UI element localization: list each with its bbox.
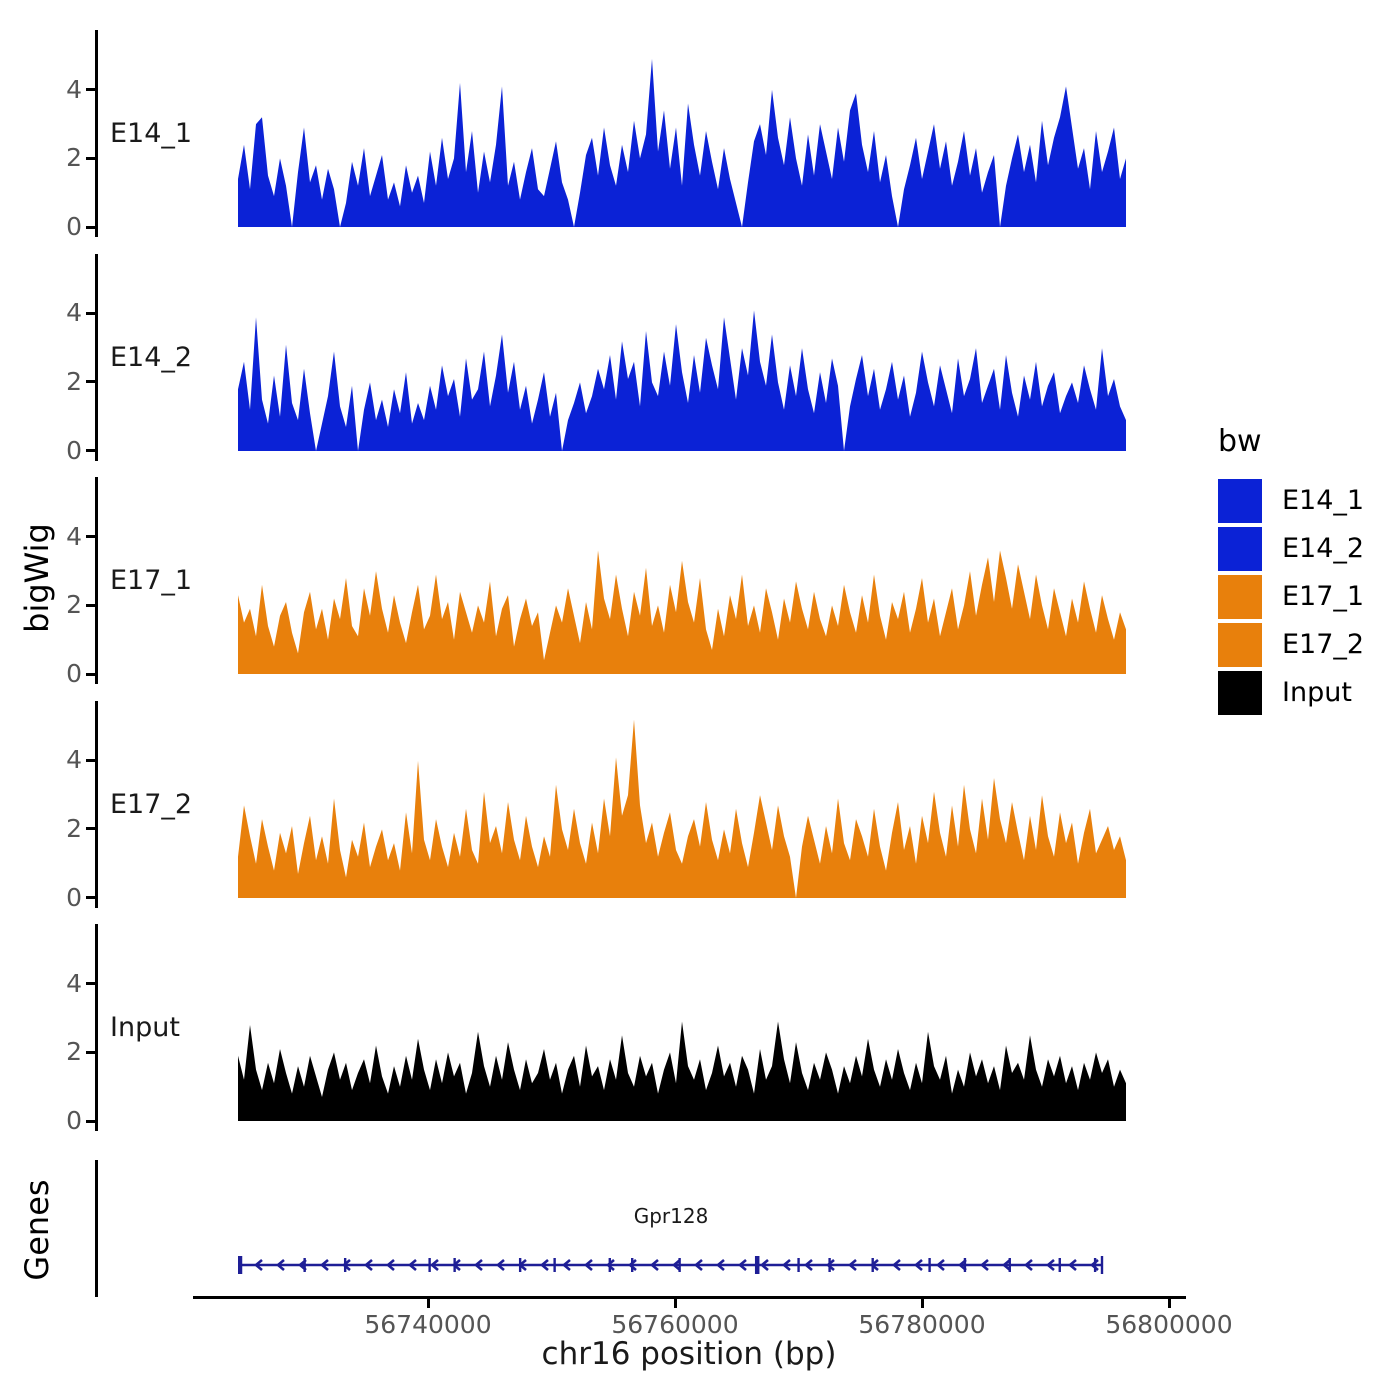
legend-label: E14_2 bbox=[1282, 533, 1365, 564]
y-tick-mark bbox=[86, 225, 95, 229]
legend-key-E14_2 bbox=[1218, 527, 1262, 571]
y-tick-label: 2 bbox=[66, 366, 82, 396]
legend-key-E17_2 bbox=[1218, 623, 1262, 667]
legend-label: E17_2 bbox=[1282, 629, 1365, 660]
y-tick-label: 2 bbox=[66, 1037, 82, 1067]
coverage-track-E17_2 bbox=[238, 719, 1126, 898]
legend-label: E14_1 bbox=[1282, 485, 1365, 516]
genes-axis-title: Genes bbox=[18, 1179, 56, 1281]
track-label: E17_1 bbox=[110, 565, 193, 596]
legend-title: bw bbox=[1218, 424, 1262, 459]
x-tick-mark bbox=[426, 1299, 430, 1308]
track-y-axis-line bbox=[95, 477, 98, 684]
y-tick-label: 0 bbox=[66, 659, 82, 688]
x-tick-mark bbox=[673, 1299, 677, 1308]
y-tick-mark bbox=[86, 156, 95, 160]
y-tick-mark bbox=[86, 758, 95, 762]
x-tick-mark bbox=[920, 1299, 924, 1308]
x-tick-label: 56800000 bbox=[1105, 1310, 1233, 1339]
track-y-axis-line bbox=[95, 253, 98, 461]
legend-label: E17_1 bbox=[1282, 581, 1365, 612]
x-axis-line bbox=[193, 1296, 1186, 1299]
y-tick-label: 0 bbox=[66, 435, 82, 465]
legend-key-E17_1 bbox=[1218, 575, 1262, 619]
legend-key-Input bbox=[1218, 671, 1262, 715]
y-tick-mark bbox=[86, 896, 95, 899]
y-tick-label: 0 bbox=[66, 882, 82, 912]
x-tick-label: 56760000 bbox=[611, 1310, 739, 1339]
track-label: Input bbox=[110, 1012, 180, 1043]
y-tick-label: 2 bbox=[66, 143, 82, 173]
gene-name-label: Gpr128 bbox=[633, 1204, 709, 1228]
y-tick-label: 4 bbox=[66, 298, 82, 328]
y-tick-mark bbox=[86, 982, 95, 986]
y-tick-mark bbox=[86, 311, 95, 315]
track-y-axis-line bbox=[95, 700, 98, 908]
track-label: E14_1 bbox=[110, 118, 193, 149]
x-axis-title: chr16 position (bp) bbox=[541, 1336, 837, 1372]
legend-key-E14_1 bbox=[1218, 479, 1262, 523]
coverage-track-Input bbox=[238, 1021, 1126, 1121]
y-tick-label: 4 bbox=[66, 521, 82, 551]
y-tick-label: 2 bbox=[66, 590, 82, 620]
y-tick-mark bbox=[86, 1119, 95, 1123]
x-tick-label: 56740000 bbox=[364, 1310, 492, 1339]
y-tick-label: 0 bbox=[66, 1106, 82, 1135]
track-label: E14_2 bbox=[110, 341, 193, 373]
y-tick-label: 4 bbox=[66, 968, 82, 998]
y-tick-mark bbox=[86, 1050, 95, 1054]
y-tick-label: 2 bbox=[66, 813, 82, 843]
track-label: E17_2 bbox=[110, 788, 193, 820]
coverage-track-E17_1 bbox=[238, 550, 1126, 674]
coverage-track-E14_1 bbox=[238, 58, 1126, 228]
x-tick-label: 56780000 bbox=[858, 1310, 986, 1339]
y-tick-label: 4 bbox=[66, 745, 82, 775]
genes-y-axis-line bbox=[95, 1160, 98, 1297]
gene-model-Gpr128 bbox=[238, 1256, 1104, 1274]
y-tick-mark bbox=[86, 449, 95, 452]
y-tick-mark bbox=[86, 535, 95, 539]
y-tick-label: 4 bbox=[66, 74, 82, 104]
y-tick-mark bbox=[86, 603, 95, 607]
legend-label: Input bbox=[1282, 677, 1352, 708]
x-tick-mark bbox=[1167, 1299, 1171, 1308]
y-tick-label: 0 bbox=[66, 212, 82, 241]
y-tick-mark bbox=[86, 88, 95, 92]
y-tick-mark bbox=[86, 380, 95, 384]
track-y-axis-line bbox=[95, 30, 98, 237]
y-tick-mark bbox=[86, 827, 95, 831]
track-y-axis-line bbox=[95, 924, 98, 1131]
coverage-track-E14_2 bbox=[238, 309, 1126, 451]
y-tick-mark bbox=[86, 672, 95, 676]
